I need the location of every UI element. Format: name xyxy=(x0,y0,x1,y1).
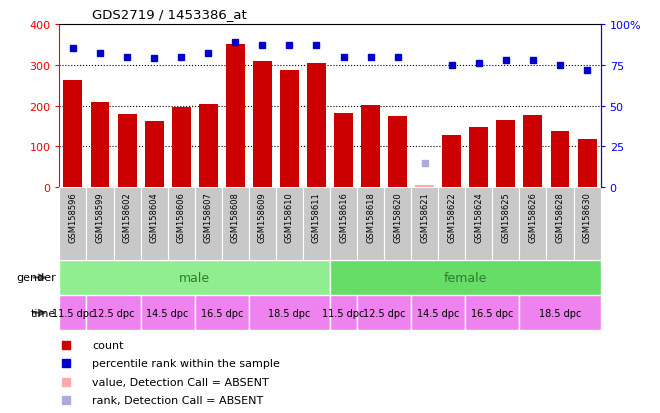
Text: percentile rank within the sample: percentile rank within the sample xyxy=(92,358,280,368)
Text: 11.5 dpc: 11.5 dpc xyxy=(322,308,365,318)
Text: GSM158596: GSM158596 xyxy=(69,192,77,242)
Bar xyxy=(141,188,168,260)
Bar xyxy=(546,188,574,260)
Text: GSM158602: GSM158602 xyxy=(123,192,131,242)
Bar xyxy=(280,71,299,188)
Text: GSM158604: GSM158604 xyxy=(150,192,158,242)
Bar xyxy=(465,188,492,260)
Bar xyxy=(438,188,465,260)
Bar xyxy=(411,295,465,330)
Bar xyxy=(330,260,601,295)
Bar xyxy=(199,104,218,188)
Bar xyxy=(172,107,191,188)
Bar xyxy=(226,45,245,188)
Bar xyxy=(59,260,330,295)
Text: GSM158625: GSM158625 xyxy=(502,192,510,242)
Text: GSM158616: GSM158616 xyxy=(339,192,348,242)
Bar xyxy=(276,188,303,260)
Bar xyxy=(141,295,195,330)
Text: 11.5 dpc: 11.5 dpc xyxy=(51,308,94,318)
Bar xyxy=(519,295,601,330)
Text: 12.5 dpc: 12.5 dpc xyxy=(363,308,405,318)
Text: 16.5 dpc: 16.5 dpc xyxy=(471,308,513,318)
Text: female: female xyxy=(444,271,487,284)
Bar xyxy=(114,188,141,260)
Text: GSM158624: GSM158624 xyxy=(475,192,483,242)
Bar xyxy=(415,186,434,188)
Bar xyxy=(59,295,86,330)
Bar xyxy=(253,62,272,188)
Bar xyxy=(361,106,380,188)
Bar xyxy=(357,295,411,330)
Bar xyxy=(63,81,82,188)
Bar xyxy=(465,295,519,330)
Text: 16.5 dpc: 16.5 dpc xyxy=(201,308,243,318)
Bar xyxy=(195,295,249,330)
Bar xyxy=(195,188,222,260)
Text: GSM158607: GSM158607 xyxy=(204,192,213,242)
Bar xyxy=(442,136,461,188)
Text: 18.5 dpc: 18.5 dpc xyxy=(268,308,311,318)
Bar xyxy=(86,295,141,330)
Bar xyxy=(330,295,357,330)
Bar xyxy=(222,188,249,260)
Text: GSM158630: GSM158630 xyxy=(583,192,591,242)
Text: GSM158628: GSM158628 xyxy=(556,192,564,242)
Bar xyxy=(388,116,407,188)
Text: GSM158606: GSM158606 xyxy=(177,192,185,242)
Bar xyxy=(145,121,164,188)
Bar xyxy=(411,188,438,260)
Text: male: male xyxy=(179,271,211,284)
Text: GSM158599: GSM158599 xyxy=(96,192,104,242)
Text: gender: gender xyxy=(16,273,56,283)
Text: GDS2719 / 1453386_at: GDS2719 / 1453386_at xyxy=(92,8,247,21)
Bar xyxy=(469,128,488,188)
Bar xyxy=(303,188,330,260)
Bar xyxy=(492,188,519,260)
Text: GSM158611: GSM158611 xyxy=(312,192,321,242)
Text: rank, Detection Call = ABSENT: rank, Detection Call = ABSENT xyxy=(92,395,263,405)
Bar xyxy=(249,295,330,330)
Text: GSM158608: GSM158608 xyxy=(231,192,240,242)
Bar xyxy=(86,188,114,260)
Text: GSM158610: GSM158610 xyxy=(285,192,294,242)
Bar xyxy=(168,188,195,260)
Bar xyxy=(307,64,326,188)
Bar xyxy=(90,102,110,188)
Text: GSM158622: GSM158622 xyxy=(447,192,456,242)
Text: 18.5 dpc: 18.5 dpc xyxy=(539,308,581,318)
Text: GSM158620: GSM158620 xyxy=(393,192,402,242)
Bar xyxy=(550,132,570,188)
Text: 14.5 dpc: 14.5 dpc xyxy=(417,308,459,318)
Bar xyxy=(578,140,597,188)
Text: GSM158609: GSM158609 xyxy=(258,192,267,242)
Text: time: time xyxy=(31,308,56,318)
Text: value, Detection Call = ABSENT: value, Detection Call = ABSENT xyxy=(92,377,269,387)
Bar xyxy=(330,188,357,260)
Text: GSM158618: GSM158618 xyxy=(366,192,375,242)
Text: 14.5 dpc: 14.5 dpc xyxy=(147,308,189,318)
Text: 12.5 dpc: 12.5 dpc xyxy=(92,308,135,318)
Bar xyxy=(357,188,384,260)
Text: GSM158626: GSM158626 xyxy=(529,192,537,242)
Bar xyxy=(59,188,86,260)
Bar xyxy=(249,188,276,260)
Bar xyxy=(574,188,601,260)
Text: GSM158621: GSM158621 xyxy=(420,192,429,242)
Bar xyxy=(523,115,543,188)
Bar xyxy=(496,121,515,188)
Bar xyxy=(384,188,411,260)
Bar xyxy=(117,114,137,188)
Text: count: count xyxy=(92,340,124,350)
Bar xyxy=(519,188,546,260)
Bar xyxy=(334,113,353,188)
